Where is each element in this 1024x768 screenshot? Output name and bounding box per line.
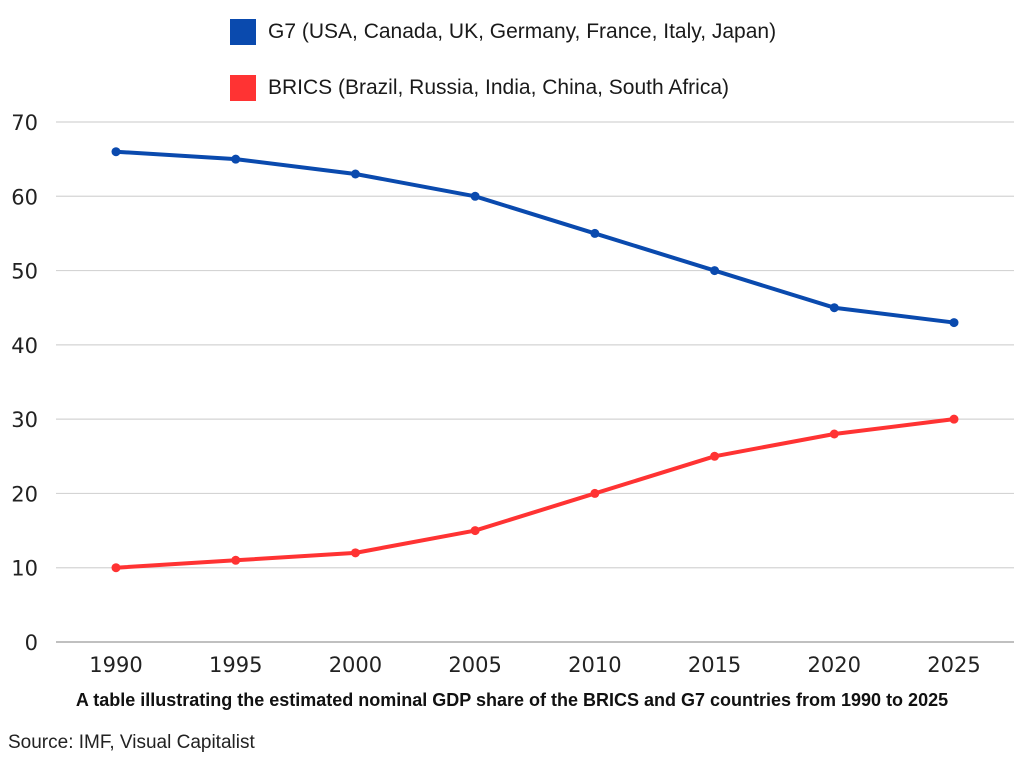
x-tick-label: 1990	[89, 653, 142, 677]
x-tick-label: 2015	[688, 653, 741, 677]
gridlines	[56, 121, 1014, 643]
y-tick-label: 60	[11, 185, 38, 209]
y-tick-label: 10	[11, 557, 38, 581]
legend-label-g7: G7 (USA, Canada, UK, Germany, France, It…	[268, 20, 777, 43]
y-tick-label: 20	[11, 482, 38, 506]
data-point-brics	[350, 548, 360, 558]
series-line-g7	[114, 149, 956, 325]
data-point-brics	[111, 563, 121, 573]
legend-item-g7: G7 (USA, Canada, UK, Germany, France, It…	[230, 19, 776, 45]
series-lines	[111, 147, 959, 573]
data-point-brics	[710, 451, 720, 461]
x-axis-ticks: 1990 1995 2000 2005 2010 2015 2020 2025	[89, 653, 980, 677]
data-point-g7	[590, 228, 600, 238]
y-tick-label: 70	[11, 111, 38, 135]
y-tick-label: 30	[11, 408, 38, 432]
data-point-g7	[111, 147, 121, 157]
data-point-g7	[710, 266, 720, 276]
source-note: Source: IMF, Visual Capitalist	[8, 732, 255, 753]
data-point-g7	[829, 303, 839, 313]
data-point-brics	[949, 414, 959, 424]
data-point-brics	[231, 555, 241, 565]
y-axis-ticks: 0 10 20 30 40 50 60 70	[11, 111, 38, 655]
data-point-g7	[470, 191, 480, 201]
data-point-g7	[350, 169, 360, 179]
data-point-g7	[231, 154, 241, 164]
legend-item-brics: BRICS (Brazil, Russia, India, China, Sou…	[230, 75, 729, 101]
x-tick-label: 2000	[329, 653, 382, 677]
legend-swatch-brics	[230, 75, 256, 101]
legend-swatch-g7	[230, 19, 256, 45]
x-tick-label: 2020	[808, 653, 861, 677]
legend-label-brics: BRICS (Brazil, Russia, India, China, Sou…	[268, 76, 730, 99]
series-line-brics	[114, 417, 956, 570]
data-point-g7	[949, 318, 959, 328]
y-tick-label: 0	[25, 631, 38, 655]
y-tick-label: 50	[11, 260, 38, 284]
data-point-brics	[470, 526, 480, 536]
x-tick-label: 1995	[209, 653, 262, 677]
x-tick-label: 2010	[568, 653, 621, 677]
data-point-brics	[590, 488, 600, 498]
data-point-brics	[829, 429, 839, 439]
y-tick-label: 40	[11, 334, 38, 358]
x-tick-label: 2005	[448, 653, 501, 677]
x-tick-label: 2025	[927, 653, 980, 677]
chart-caption: A table illustrating the estimated nomin…	[75, 690, 949, 710]
